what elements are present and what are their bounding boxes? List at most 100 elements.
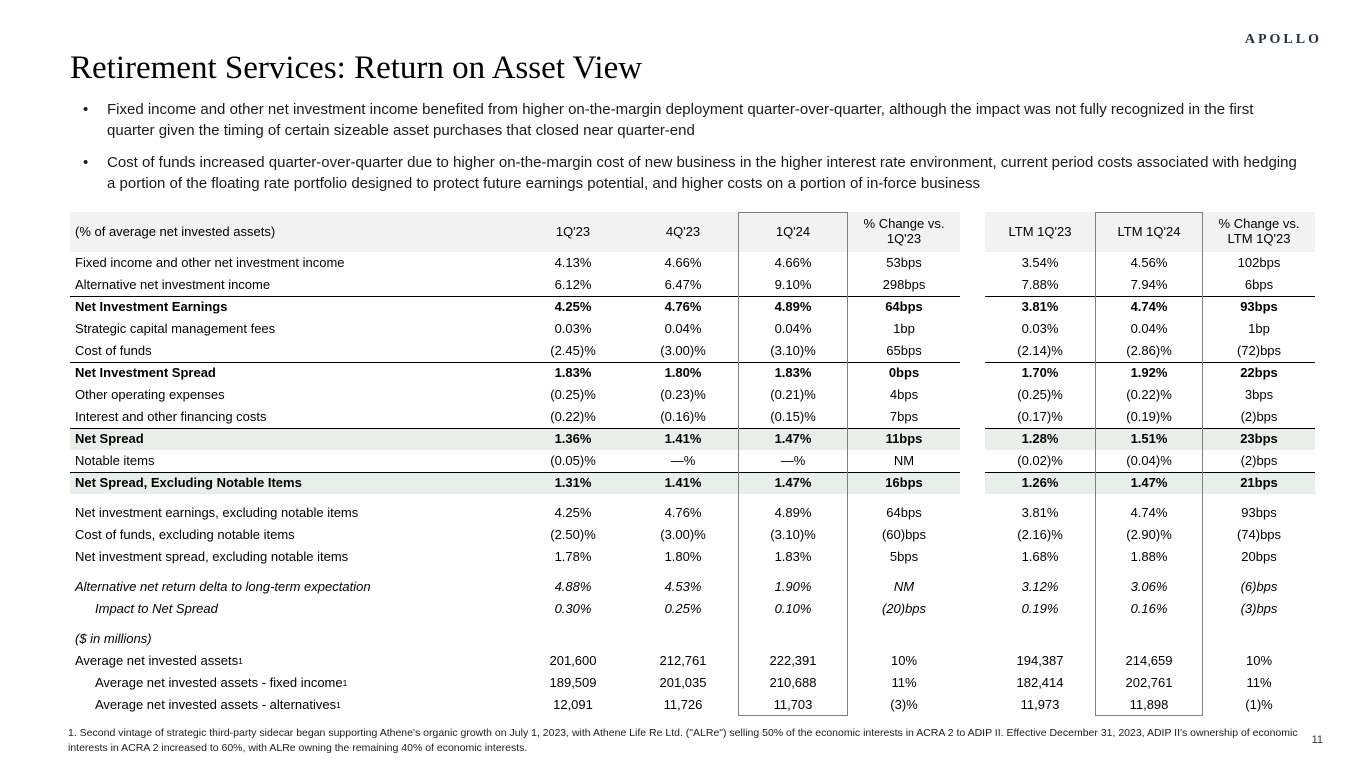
table-row: Strategic capital management fees 0.03% 0.…	[70, 318, 1315, 340]
value-cell: 3.54%	[1021, 254, 1059, 270]
value-cell: 4.89%	[774, 504, 812, 520]
value-cell: 1.80%	[628, 361, 738, 384]
value-cell: 182,414	[1016, 674, 1064, 690]
value-cell: 3.06%	[1130, 578, 1168, 594]
value-cell: 7bps	[889, 408, 919, 424]
value-cell: 6.12%	[554, 276, 592, 292]
value-cell: (0.23)%	[660, 386, 706, 402]
table-header-gap	[960, 211, 985, 252]
value-cell: (3.00)%	[660, 526, 706, 542]
value-cell: (0.05)%	[550, 452, 596, 468]
value-cell: 4.76%	[664, 504, 702, 520]
value-cell: 4.53%	[664, 578, 702, 594]
value-cell: 194,387	[1016, 652, 1064, 668]
table-row: Other operating expenses (0.25)% (0.23)% (0…	[70, 384, 1315, 406]
value-cell: 1.41%	[628, 471, 738, 494]
table-header-1q24: 1Q'24	[738, 211, 848, 252]
row-label: Average net invested assets 1	[75, 652, 243, 668]
value-cell: 1.47%	[1095, 471, 1203, 494]
value-cell: 1.80%	[664, 548, 702, 564]
value-cell: 3.81%	[985, 295, 1095, 318]
value-cell: (0.19)%	[1126, 408, 1172, 424]
table-row: Average net invested assets - alternativ…	[70, 694, 1315, 716]
value-cell: 0.04%	[664, 320, 702, 336]
value-cell: 11%	[1246, 674, 1272, 690]
value-cell: 4.13%	[554, 254, 592, 270]
value-cell: 11,726	[663, 696, 703, 712]
value-cell: 93bps	[1203, 295, 1315, 318]
value-cell: 1.31%	[518, 471, 628, 494]
value-cell: (0.17)%	[1017, 408, 1063, 424]
page-number: 11	[1311, 734, 1323, 746]
value-cell: NM	[893, 452, 915, 468]
value-cell: (2)bps	[1240, 452, 1278, 468]
value-cell: 12,091	[553, 696, 593, 712]
section-gap	[960, 252, 985, 274]
value-cell: (0.22)%	[1126, 386, 1172, 402]
section-gap	[960, 340, 985, 362]
value-cell: (2)bps	[1240, 408, 1278, 424]
value-cell: 4.88%	[554, 578, 592, 594]
value-cell: (72)bps	[1236, 342, 1282, 358]
row-label: Cost of funds, excluding notable items	[75, 526, 295, 542]
value-cell: 298bps	[882, 276, 926, 292]
value-cell	[628, 628, 738, 650]
value-cell: —%	[670, 452, 696, 468]
value-cell: 1bp	[1248, 320, 1270, 336]
value-cell: (0.21)%	[770, 386, 816, 402]
row-label: Other operating expenses	[75, 386, 225, 402]
value-cell: 64bps	[848, 295, 960, 318]
value-cell: 212,761	[659, 652, 707, 668]
table-row: Average net invested assets - fixed inco…	[70, 672, 1315, 694]
row-label: Interest and other financing costs	[75, 408, 267, 424]
row-label: Net investment spread, excluding notable…	[75, 548, 349, 564]
value-cell: 4.89%	[738, 295, 848, 318]
value-cell: (2.50)%	[550, 526, 596, 542]
row-label: Net Spread, Excluding Notable Items	[70, 471, 518, 494]
value-cell: (20)bps	[881, 600, 927, 616]
table-row: Cost of funds (2.45)% (3.00)% (3.10)% 65bps (…	[70, 340, 1315, 362]
row-label: Net Investment Earnings	[70, 295, 518, 318]
section-gap	[960, 450, 985, 472]
table-header-ltm-1q24: LTM 1Q'24	[1095, 211, 1203, 252]
value-cell: 4.66%	[664, 254, 702, 270]
value-cell: 1bp	[893, 320, 915, 336]
value-cell: 6.47%	[664, 276, 702, 292]
value-cell: 0.25%	[664, 600, 702, 616]
table-section-spacer	[70, 494, 1315, 502]
value-cell: 1.68%	[1021, 548, 1059, 564]
value-cell: 1.70%	[985, 361, 1095, 384]
value-cell: 3.12%	[1021, 578, 1059, 594]
value-cell: (6)bps	[1240, 578, 1278, 594]
value-cell: 4.25%	[518, 295, 628, 318]
value-cell: 4.66%	[774, 254, 812, 270]
value-cell: 65bps	[886, 342, 922, 358]
table-body: Fixed income and other net investment in…	[70, 252, 1315, 716]
section-gap	[960, 274, 985, 296]
value-cell: 4.56%	[1130, 254, 1168, 270]
table-header-ltm-1q23: LTM 1Q'23	[985, 211, 1095, 252]
row-label: Fixed income and other net investment in…	[75, 254, 345, 270]
value-cell: (2.16)%	[1017, 526, 1063, 542]
value-cell	[1095, 628, 1203, 650]
table-header-label: (% of average net invested assets)	[70, 211, 518, 252]
value-cell: 4.25%	[554, 504, 592, 520]
value-cell: (1)%	[1245, 696, 1273, 712]
value-cell: 7.88%	[1021, 276, 1059, 292]
section-gap	[960, 471, 985, 494]
value-cell: 20bps	[1241, 548, 1277, 564]
value-cell: 1.92%	[1095, 361, 1203, 384]
value-cell: 1.36%	[518, 427, 628, 450]
table-row: Net Spread, Excluding Notable Items 1.31%…	[70, 471, 1315, 494]
value-cell: 201,600	[549, 652, 597, 668]
value-cell: 10%	[1245, 652, 1273, 668]
value-cell: 1.88%	[1130, 548, 1168, 564]
value-cell: NM	[893, 578, 915, 594]
page-title: Retirement Services: Return on Asset Vie…	[70, 50, 643, 86]
table-row: Net investment spread, excluding notable…	[70, 546, 1315, 568]
table-header-change-vs-ltm-1q23: % Change vs. LTM 1Q'23	[1203, 211, 1315, 252]
value-cell: 3.81%	[1021, 504, 1059, 520]
value-cell: (0.02)%	[1017, 452, 1063, 468]
value-cell: 16bps	[848, 471, 960, 494]
